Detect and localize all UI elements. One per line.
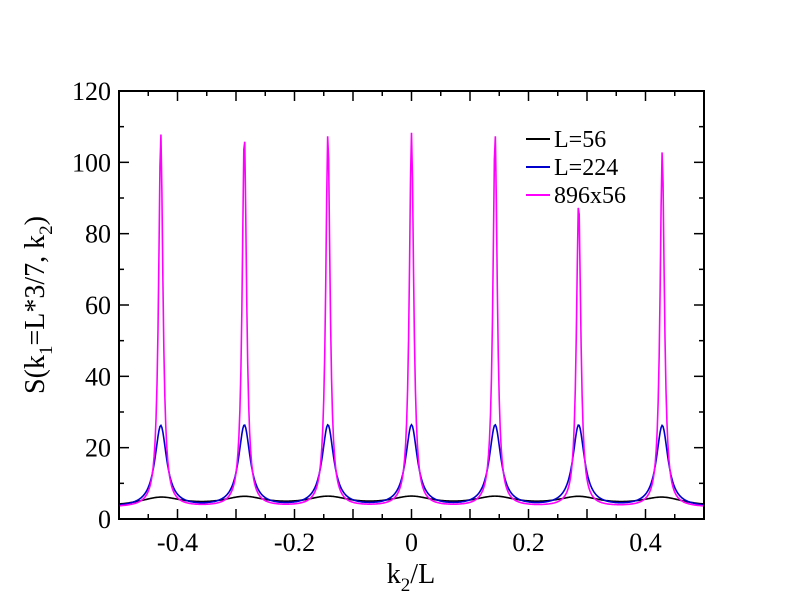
x-axis-label: k2/L	[387, 559, 435, 596]
y-tick-label: 100	[72, 148, 111, 177]
legend: L=56 L=224 896x56	[526, 127, 626, 209]
x-axis-ticks: -0.4 -0.2 0 0.2 0.4	[118, 91, 705, 557]
y-tick-label: 0	[98, 505, 111, 534]
x-tick-label: -0.4	[157, 528, 198, 557]
y-tick-label: 80	[85, 220, 111, 249]
legend-label-l224: L=224	[554, 155, 618, 181]
y-axis-ticks: 0 20 40 60 80 100 120	[72, 77, 704, 534]
legend-label-l56: L=56	[554, 127, 606, 153]
plot-lines	[118, 132, 705, 507]
y-axis-label: S(k1=L*3/7, k2)	[20, 216, 57, 394]
legend-label-896x56: 896x56	[554, 183, 626, 209]
x-tick-label: 0.2	[512, 528, 545, 557]
y-tick-label: 20	[85, 434, 111, 463]
y-tick-label: 60	[85, 291, 111, 320]
x-tick-label: 0.4	[629, 528, 662, 557]
y-tick-label: 120	[72, 77, 111, 106]
series-line-2	[118, 132, 705, 507]
x-tick-label: 0	[405, 528, 418, 557]
y-tick-label: 40	[85, 362, 111, 391]
series-line-1	[118, 423, 705, 506]
x-tick-label: -0.2	[274, 528, 315, 557]
